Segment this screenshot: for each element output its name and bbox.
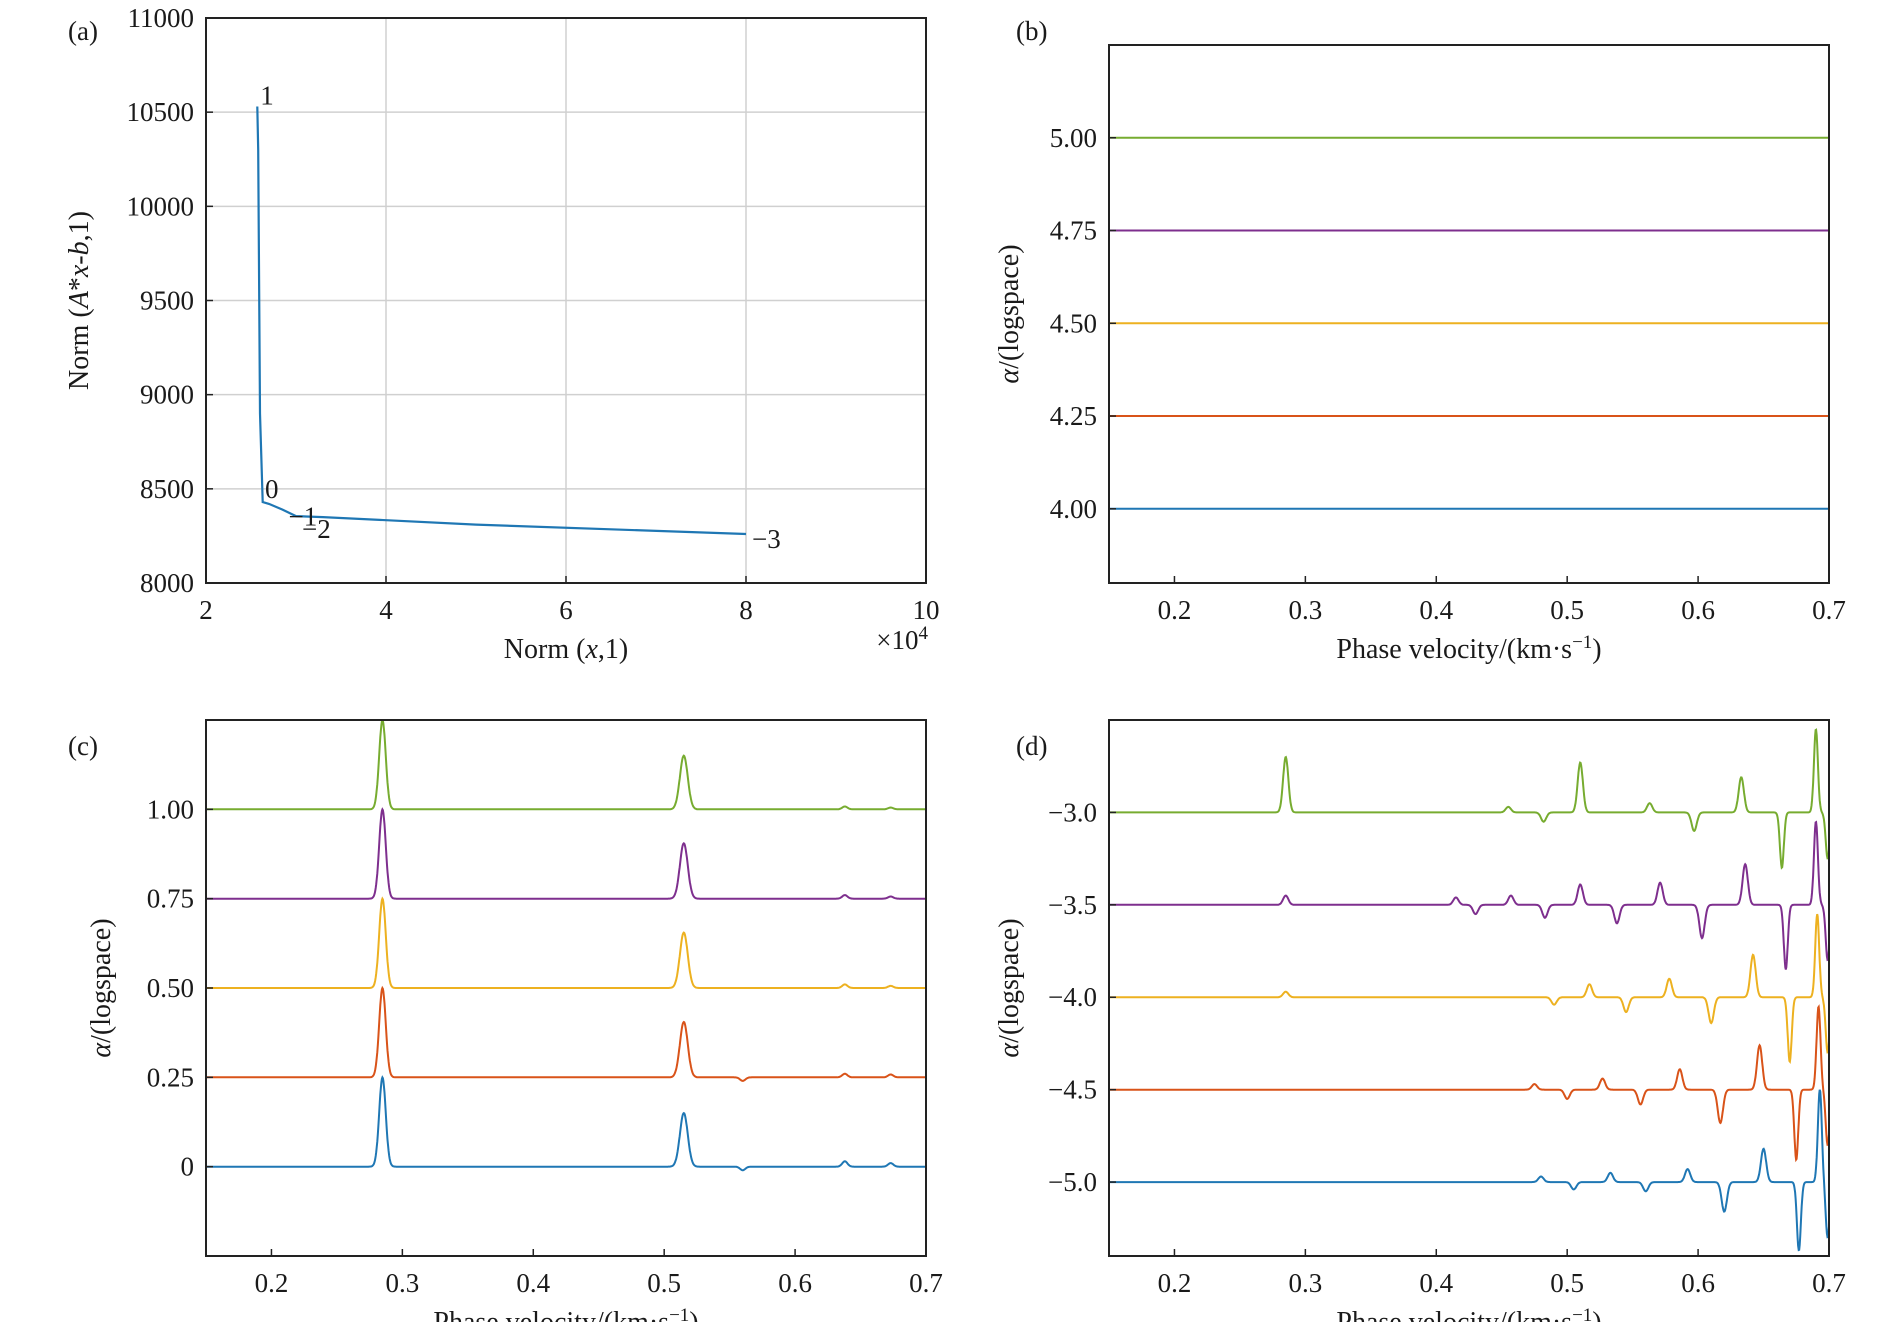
x-tick-label: 0.4: [1419, 595, 1453, 625]
x-tick-label: 0.7: [1812, 1268, 1846, 1298]
y-tick-label: 0: [181, 1152, 195, 1182]
x-tick-label: 0.5: [1550, 595, 1584, 625]
series-line-3: [206, 807, 926, 900]
x-tick-label: 8: [739, 595, 753, 625]
series-line-0: [1109, 1089, 1829, 1252]
y-tick-label: 4.50: [1050, 308, 1097, 338]
x-axis-label: Phase velocity/(km·s−1): [1336, 1305, 1601, 1322]
x-axis-label: Phase velocity/(km·s−1): [433, 1305, 698, 1322]
y-tick-label: 8500: [140, 474, 194, 504]
y-axis-label: α/(logspace): [86, 918, 117, 1057]
x-tick-label: 10: [913, 595, 940, 625]
x-tick-label: 0.3: [385, 1268, 419, 1298]
x-tick-label: 2: [199, 595, 213, 625]
y-tick-label: 4.00: [1050, 494, 1097, 524]
point-annotation: −2: [302, 514, 331, 544]
series-line-4: [1109, 728, 1829, 870]
y-axis-label: α/(logspace): [994, 244, 1025, 383]
y-tick-label: −5.0: [1048, 1167, 1097, 1197]
panel-label: (d): [1016, 731, 1047, 761]
y-tick-label: 10500: [127, 97, 195, 127]
plot-area: [1109, 728, 1829, 1252]
y-axis-label: α/(logspace): [994, 918, 1025, 1057]
x-tick-label: 0.3: [1288, 1268, 1322, 1298]
x-tick-label: 0.6: [778, 1268, 812, 1298]
axes-frame: [1108, 719, 1830, 1257]
panel-c: 0.2 0.3 0.4 0.5 0.6 0.7 0 0.25 0.50 0.75 1.00 Phase…: [68, 719, 943, 1322]
panel-label: (a): [68, 16, 98, 46]
x-tick-label: 0.5: [647, 1268, 681, 1298]
x-tick-label: 0.4: [516, 1268, 550, 1298]
x-tick-label: 0.5: [1550, 1268, 1584, 1298]
plot-area: [206, 720, 926, 1172]
x-multiplier: ×104: [876, 623, 928, 656]
y-tick-label: 9500: [140, 286, 194, 316]
series-line-1: [206, 985, 926, 1082]
series-line-3: [1109, 820, 1829, 970]
point-annotation: 1: [260, 81, 274, 111]
panel-a: 2 4 6 8 108000850090009500100001050011000Nor…: [64, 3, 940, 665]
y-tick-label: 4.25: [1050, 401, 1097, 431]
x-tick-label: 0.2: [255, 1268, 289, 1298]
y-tick-label: 4.75: [1050, 216, 1097, 246]
x-axis-label: Phase velocity/(km·s−1): [1336, 632, 1601, 666]
y-tick-label: 10000: [127, 191, 195, 221]
axes-frame: [1108, 44, 1830, 584]
x-axis-label: Norm (x,1): [504, 634, 628, 665]
series-line-2: [1109, 913, 1829, 1064]
y-tick-label: 11000: [128, 3, 195, 33]
panel-label: (b): [1016, 16, 1047, 46]
series-line-0: [206, 1075, 926, 1172]
lcurve-line: [256, 106, 747, 536]
plot-area: [1109, 136, 1829, 510]
x-tick-label: 0.7: [909, 1268, 943, 1298]
panel-d: 0.2 0.3 0.4 0.5 0.6 0.7 −5.0 −4.5 −4.0 −3.5 −3.0 Ph…: [994, 719, 1846, 1322]
plot-area: [256, 106, 747, 536]
point-annotation: −1: [289, 502, 318, 532]
y-tick-label: 0.25: [147, 1062, 194, 1092]
x-tick-label: 0.6: [1681, 595, 1715, 625]
y-tick-label: 8000: [140, 568, 194, 598]
x-tick-label: 6: [559, 595, 573, 625]
series-line-1: [1109, 1004, 1829, 1163]
point-annotation: 0: [265, 474, 279, 504]
y-tick-label: 9000: [140, 380, 194, 410]
y-tick-label: 0.75: [147, 884, 194, 914]
x-tick-label: 0.6: [1681, 1268, 1715, 1298]
y-tick-label: 1.00: [147, 794, 194, 824]
x-tick-label: 0.2: [1158, 595, 1192, 625]
series-line-2: [206, 896, 926, 989]
panel-label: (c): [68, 731, 98, 761]
y-tick-label: −3.0: [1048, 797, 1097, 827]
point-annotation: −3: [752, 524, 781, 554]
panel-b: 0.2 0.3 0.4 0.5 0.6 0.7 4.00 4.25 4.50 4.75 5.00 Ph…: [994, 16, 1846, 665]
x-tick-label: 0.2: [1158, 1268, 1192, 1298]
x-tick-label: 0.3: [1288, 595, 1322, 625]
series-line-4: [206, 720, 926, 811]
y-tick-label: −3.5: [1048, 890, 1097, 920]
y-tick-label: −4.0: [1048, 982, 1097, 1012]
y-tick-label: −4.5: [1048, 1075, 1097, 1105]
x-tick-label: 0.4: [1419, 1268, 1453, 1298]
y-axis-label: Norm (A*x-b,1): [64, 211, 95, 390]
x-tick-label: 0.7: [1812, 595, 1846, 625]
x-tick-label: 4: [379, 595, 393, 625]
y-tick-label: 5.00: [1050, 123, 1097, 153]
y-tick-label: 0.50: [147, 973, 194, 1003]
